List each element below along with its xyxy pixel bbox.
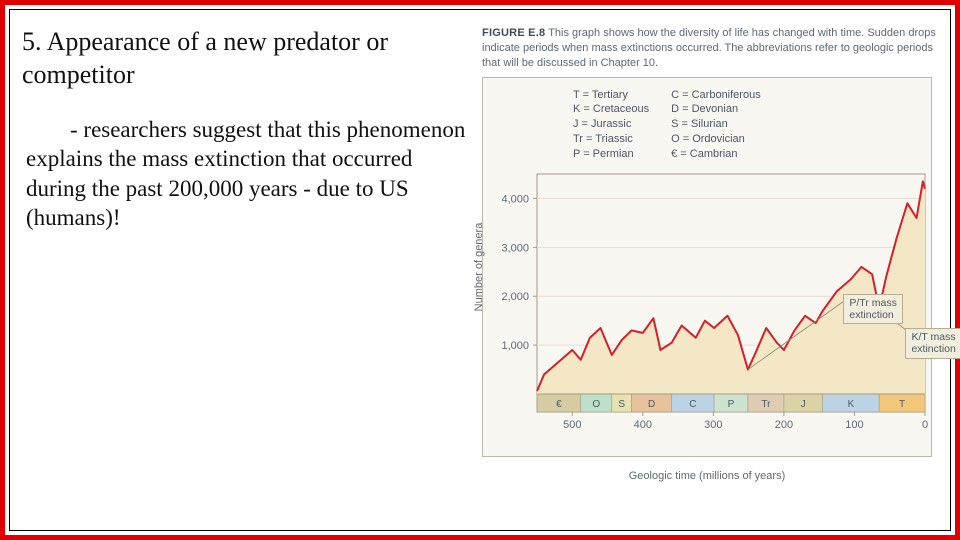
svg-text:Tr: Tr — [761, 399, 771, 410]
figure-label: FIGURE E.8 — [482, 27, 545, 39]
y-axis-label: Number of genera — [473, 222, 485, 311]
legend-col-2: C = CarboniferousD = DevonianS = Siluria… — [671, 88, 761, 162]
svg-text:P: P — [728, 399, 735, 410]
svg-text:K: K — [848, 399, 855, 410]
svg-text:1,000: 1,000 — [501, 340, 529, 352]
svg-text:€: € — [556, 399, 562, 410]
svg-text:400: 400 — [634, 419, 652, 431]
slide-frame: 5. Appearance of a new predator or compe… — [0, 0, 960, 540]
svg-text:C: C — [689, 399, 696, 410]
right-figure-column: FIGURE E.8 This graph shows how the dive… — [482, 26, 938, 518]
slide-title: 5. Appearance of a new predator or compe… — [22, 26, 472, 91]
slide-body: - researchers suggest that this phenomen… — [22, 115, 472, 233]
svg-text:100: 100 — [845, 419, 863, 431]
legend-item: € = Cambrian — [671, 147, 761, 162]
svg-text:0: 0 — [922, 419, 928, 431]
svg-text:500: 500 — [563, 419, 581, 431]
legend-item: Tr = Triassic — [573, 132, 649, 147]
svg-text:4,000: 4,000 — [501, 193, 529, 205]
figure-caption: FIGURE E.8 This graph shows how the dive… — [482, 26, 938, 71]
figure-caption-text: This graph shows how the diversity of li… — [482, 27, 936, 69]
svg-text:3,000: 3,000 — [501, 242, 529, 254]
legend-item: O = Ordovician — [671, 132, 761, 147]
svg-text:T: T — [899, 399, 905, 410]
chart-container: Number of genera T = TertiaryK = Cretace… — [482, 77, 932, 457]
legend-col-1: T = TertiaryK = CretaceousJ = JurassicTr… — [573, 88, 649, 162]
legend-item: S = Silurian — [671, 117, 761, 132]
legend-item: P = Permian — [573, 147, 649, 162]
legend-item: T = Tertiary — [573, 88, 649, 103]
slide-body-text: - researchers suggest that this phenomen… — [26, 117, 465, 230]
legend-item: J = Jurassic — [573, 117, 649, 132]
left-text-column: 5. Appearance of a new predator or compe… — [22, 26, 482, 518]
svg-text:S: S — [618, 399, 625, 410]
svg-text:J: J — [801, 399, 806, 410]
svg-text:200: 200 — [775, 419, 793, 431]
chart-callout: K/T massextinction — [905, 328, 960, 358]
svg-text:D: D — [648, 399, 655, 410]
svg-text:O: O — [592, 399, 600, 410]
legend-item: C = Carboniferous — [671, 88, 761, 103]
legend-item: K = Cretaceous — [573, 102, 649, 117]
chart-legend: T = TertiaryK = CretaceousJ = JurassicTr… — [573, 88, 761, 162]
legend-item: D = Devonian — [671, 102, 761, 117]
x-axis-label: Geologic time (millions of years) — [483, 470, 931, 482]
slide-inner: 5. Appearance of a new predator or compe… — [9, 9, 951, 531]
svg-text:2,000: 2,000 — [501, 291, 529, 303]
chart-callout: P/Tr massextinction — [843, 294, 902, 324]
svg-text:300: 300 — [704, 419, 722, 431]
